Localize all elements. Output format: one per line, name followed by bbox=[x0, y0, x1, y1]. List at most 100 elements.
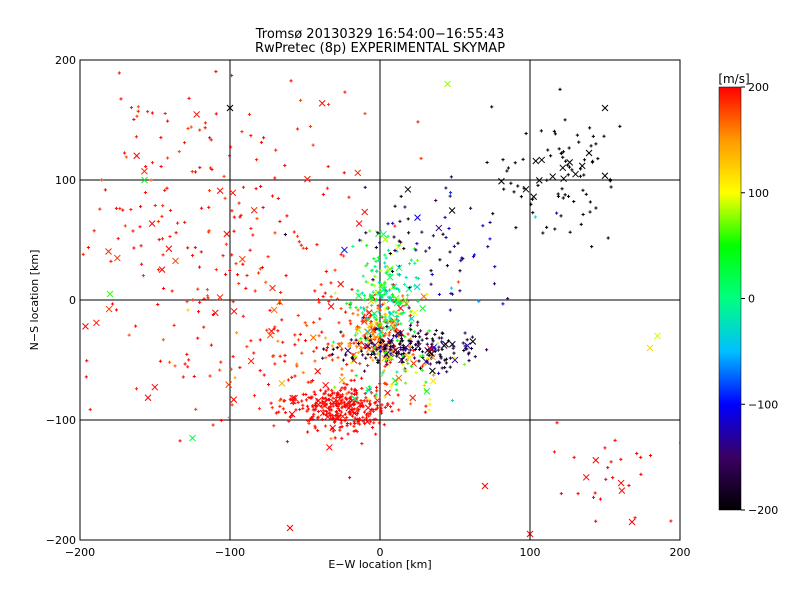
data-point bbox=[390, 382, 394, 386]
data-point bbox=[559, 151, 563, 156]
data-point bbox=[423, 362, 427, 366]
data-point bbox=[340, 367, 344, 371]
data-point bbox=[393, 299, 401, 307]
data-point bbox=[533, 215, 537, 219]
data-point bbox=[369, 303, 374, 307]
data-point bbox=[383, 253, 387, 257]
data-point bbox=[490, 105, 494, 109]
data-point bbox=[354, 338, 358, 342]
data-point bbox=[444, 357, 449, 361]
data-point bbox=[247, 357, 255, 365]
data-point bbox=[498, 177, 505, 185]
data-point bbox=[603, 446, 607, 450]
data-point bbox=[245, 273, 249, 278]
data-point bbox=[219, 418, 223, 423]
data-point bbox=[304, 246, 309, 250]
data-point bbox=[435, 224, 443, 232]
data-point bbox=[278, 354, 282, 358]
data-point bbox=[289, 397, 297, 405]
data-point bbox=[617, 479, 625, 487]
data-point bbox=[293, 343, 297, 347]
data-point bbox=[93, 319, 100, 327]
data-point bbox=[395, 318, 399, 322]
data-point bbox=[399, 352, 404, 357]
data-point bbox=[613, 438, 617, 442]
data-point bbox=[309, 416, 313, 420]
data-point bbox=[293, 333, 297, 337]
data-point bbox=[75, 247, 78, 250]
data-point bbox=[289, 79, 293, 83]
data-point bbox=[189, 125, 193, 129]
data-point bbox=[190, 253, 195, 258]
data-point bbox=[386, 273, 394, 281]
data-point bbox=[313, 289, 317, 293]
data-point bbox=[416, 300, 420, 304]
data-point bbox=[324, 398, 329, 402]
data-point bbox=[522, 185, 530, 193]
data-point bbox=[472, 253, 477, 257]
data-point bbox=[464, 342, 471, 349]
data-point bbox=[375, 322, 379, 326]
data-point bbox=[687, 475, 690, 478]
data-point bbox=[384, 318, 388, 322]
data-point bbox=[639, 455, 643, 459]
data-point bbox=[628, 518, 636, 526]
data-point bbox=[376, 255, 380, 260]
data-point bbox=[368, 229, 372, 233]
data-point bbox=[394, 323, 398, 327]
data-point bbox=[301, 246, 305, 250]
data-point bbox=[420, 350, 425, 354]
data-point bbox=[588, 210, 592, 214]
data-point bbox=[362, 399, 366, 403]
data-point bbox=[317, 334, 321, 338]
data-point bbox=[401, 363, 405, 367]
data-point bbox=[76, 136, 79, 139]
data-point bbox=[238, 255, 246, 263]
data-point bbox=[315, 398, 319, 402]
data-point bbox=[331, 396, 335, 400]
data-point bbox=[370, 297, 374, 302]
data-point bbox=[370, 268, 374, 272]
data-point bbox=[197, 265, 202, 269]
data-point bbox=[484, 348, 489, 352]
data-point bbox=[423, 410, 427, 414]
data-point bbox=[425, 336, 429, 341]
data-point bbox=[567, 146, 571, 150]
data-point bbox=[143, 190, 148, 195]
data-point bbox=[438, 353, 442, 357]
data-point bbox=[170, 289, 174, 293]
data-point bbox=[141, 176, 148, 184]
data-point bbox=[422, 383, 426, 388]
colorbar-ticks: 200 100 0 −100 −200 bbox=[741, 81, 778, 517]
data-point bbox=[380, 403, 384, 407]
data-point bbox=[383, 261, 387, 265]
data-point bbox=[232, 215, 236, 219]
data-point bbox=[395, 321, 400, 325]
data-point bbox=[258, 338, 262, 342]
data-point bbox=[190, 169, 194, 174]
data-point bbox=[272, 327, 276, 331]
data-point bbox=[241, 185, 246, 189]
colorbar-tick-label: −100 bbox=[748, 398, 778, 411]
data-point bbox=[157, 238, 161, 242]
data-point bbox=[100, 178, 104, 182]
data-point bbox=[219, 360, 223, 364]
data-point bbox=[584, 192, 588, 196]
data-point bbox=[394, 351, 398, 355]
y-tick-label: 200 bbox=[55, 54, 76, 67]
data-point bbox=[365, 309, 373, 316]
data-point bbox=[276, 196, 280, 201]
data-point bbox=[397, 304, 404, 312]
data-point bbox=[414, 276, 418, 280]
data-point bbox=[114, 308, 119, 312]
data-point bbox=[414, 214, 421, 222]
data-point bbox=[260, 265, 264, 270]
data-point bbox=[337, 321, 341, 325]
data-point bbox=[378, 349, 382, 354]
data-point bbox=[594, 142, 598, 146]
data-point bbox=[601, 104, 609, 112]
data-point bbox=[258, 267, 262, 271]
y-axis-label: N−S location [km] bbox=[28, 250, 41, 351]
data-point bbox=[349, 395, 353, 399]
data-point bbox=[381, 302, 385, 307]
